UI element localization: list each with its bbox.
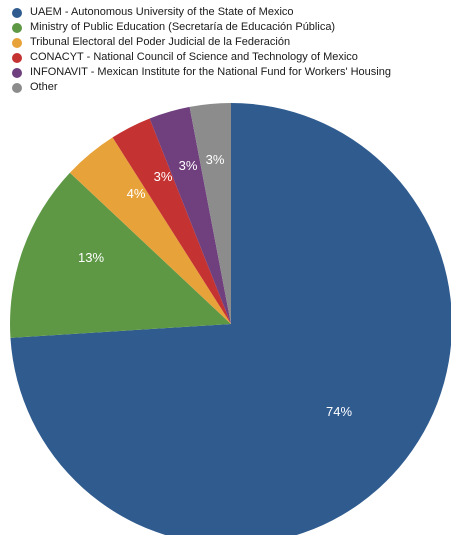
legend-label: UAEM - Autonomous University of the Stat… [30, 6, 294, 18]
legend-swatch [12, 37, 22, 48]
pie-slice [189, 103, 231, 324]
legend-label: Other [30, 81, 58, 93]
legend-swatch [12, 52, 22, 63]
legend-item-conacyt: CONACYT - National Council of Science an… [12, 50, 391, 65]
slice-percentage-label: 74% [326, 404, 352, 419]
legend-item-infonavit: INFONAVIT - Mexican Institute for the Na… [12, 65, 391, 80]
legend-label: INFONAVIT - Mexican Institute for the Na… [30, 66, 391, 78]
legend-swatch [12, 67, 22, 78]
pie-slice [10, 172, 232, 338]
slice-percentage-label: 3% [206, 152, 225, 167]
slice-percentage-label: 4% [127, 186, 146, 201]
pie-slice [10, 103, 451, 535]
legend: UAEM - Autonomous University of the Stat… [12, 5, 391, 95]
legend-label: Ministry of Public Education (Secretaría… [30, 21, 336, 33]
slice-percentage-label: 3% [179, 158, 198, 173]
legend-item-uaem: UAEM - Autonomous University of the Stat… [12, 5, 391, 20]
slice-percentage-label: 13% [78, 250, 104, 265]
pie-slice [69, 137, 232, 324]
legend-swatch [12, 7, 22, 18]
slice-percentage-label: 3% [154, 169, 173, 184]
legend-label: Tribunal Electoral del Poder Judicial de… [30, 36, 291, 48]
legend-item-other: Other [12, 80, 391, 95]
legend-item-tribunal: Tribunal Electoral del Poder Judicial de… [12, 35, 391, 50]
pie-slice [149, 106, 231, 324]
legend-swatch [12, 22, 22, 33]
legend-label: CONACYT - National Council of Science an… [30, 51, 358, 63]
legend-swatch [12, 82, 22, 93]
pie-slice [112, 118, 231, 325]
legend-item-public-education: Ministry of Public Education (Secretaría… [12, 20, 391, 35]
